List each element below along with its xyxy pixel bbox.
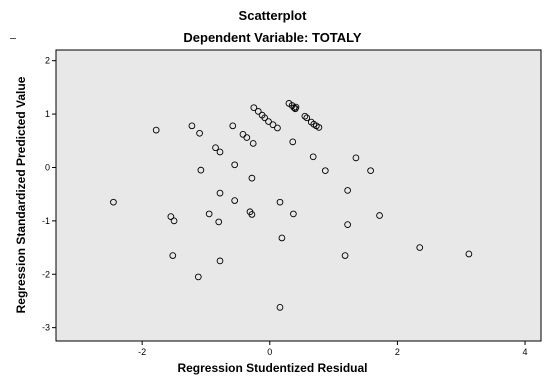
data-point [289, 138, 297, 146]
data-point [269, 121, 277, 129]
data-point [205, 210, 213, 218]
data-point [216, 148, 224, 156]
data-point [278, 234, 286, 242]
data-point [215, 218, 223, 226]
chart-title: Scatterplot [238, 8, 307, 23]
data-point [197, 166, 205, 174]
data-point [309, 153, 317, 161]
data-point [341, 252, 349, 259]
data-point [321, 167, 329, 175]
y-tick-label: -3 [42, 323, 50, 333]
data-point [216, 189, 224, 197]
data-point [229, 122, 237, 130]
data-point [216, 257, 224, 265]
data-point [274, 124, 281, 132]
x-tick-label: 4 [523, 347, 528, 357]
data-point [254, 108, 262, 115]
data-point [344, 221, 351, 228]
data-point [315, 124, 323, 131]
data-point [248, 211, 256, 218]
y-tick-label: 0 [45, 162, 50, 172]
data-point [152, 126, 160, 134]
data-point [250, 104, 258, 112]
x-tick-label: 2 [395, 347, 400, 357]
data-point [188, 122, 196, 130]
data-point [376, 212, 383, 219]
data-point [249, 140, 257, 147]
chart-subtitle: Dependent Variable: TOTALY [183, 30, 362, 45]
corner-mark [10, 38, 16, 39]
data-point [196, 129, 203, 137]
data-point [276, 198, 284, 206]
data-point [212, 144, 219, 152]
data-point [243, 134, 251, 141]
data-point [465, 250, 473, 258]
x-tick-label: -2 [138, 347, 146, 357]
data-point [110, 198, 117, 206]
data-point [416, 244, 424, 251]
data-point [169, 252, 177, 259]
data-point [231, 161, 239, 169]
y-axis-label: Regression Standardized Predicted Value [14, 76, 28, 314]
data-point [352, 154, 360, 162]
data-point [301, 112, 309, 120]
data-point [167, 213, 175, 220]
data-point [231, 197, 239, 204]
x-axis-label: Regression Studentized Residual [177, 361, 368, 375]
data-point [290, 210, 297, 218]
data-point [276, 304, 284, 311]
y-tick-label: -2 [42, 269, 50, 279]
data-point [367, 167, 374, 175]
data-point [261, 114, 269, 122]
data-point [292, 103, 300, 111]
plot-area [55, 49, 542, 342]
data-point [194, 273, 202, 281]
data-point [248, 174, 256, 182]
data-point [344, 187, 351, 194]
y-tick-label: 2 [45, 56, 50, 66]
x-tick-label: 0 [267, 347, 272, 357]
data-point [170, 217, 178, 225]
data-point [265, 118, 272, 125]
y-tick-label: -1 [42, 216, 50, 226]
data-point [303, 114, 311, 122]
y-tick-label: 1 [45, 109, 50, 119]
